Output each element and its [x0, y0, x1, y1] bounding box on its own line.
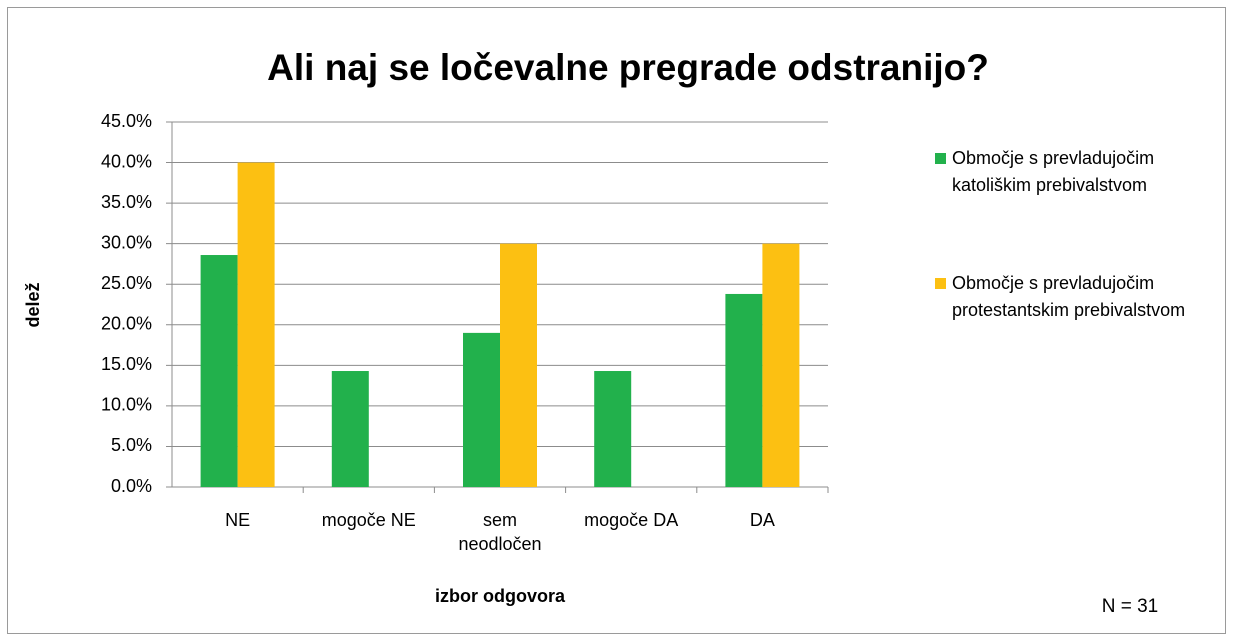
- bar: [725, 293, 763, 487]
- legend-label: Območje s prevladujočim katoliškim prebi…: [952, 148, 1155, 195]
- x-tick-label: sem neodločen: [458, 510, 542, 554]
- y-tick-label: 0.0%: [111, 476, 152, 496]
- x-tick-label: NE: [225, 510, 251, 530]
- bar: [500, 243, 537, 487]
- legend-item: Območje s prevladujočim katoliškim prebi…: [935, 145, 1227, 199]
- legend-label: Območje s prevladujočim protestantskim p…: [952, 273, 1186, 320]
- y-tick-label: 45.0%: [101, 111, 152, 131]
- legend-item: Območje s prevladujočim protestantskim p…: [935, 270, 1227, 324]
- y-tick-label: 10.0%: [101, 395, 152, 415]
- bar: [463, 332, 500, 487]
- y-tick-label: 20.0%: [101, 314, 152, 334]
- x-tick-label: DA: [749, 510, 775, 530]
- chart-title: Ali naj se ločevalne pregrade odstranijo…: [267, 47, 989, 88]
- legend-swatch: [935, 153, 946, 164]
- bar: [762, 243, 800, 487]
- y-tick-label: 35.0%: [101, 192, 152, 212]
- x-axis-title: izbor odgovora: [435, 586, 566, 606]
- bar: [594, 371, 632, 487]
- y-tick-label: 30.0%: [101, 232, 152, 252]
- annotation: N = 31: [1102, 596, 1159, 617]
- x-tick-label: mogoče NE: [321, 510, 416, 530]
- y-tick-label: 15.0%: [101, 354, 152, 374]
- y-tick-label: 40.0%: [101, 151, 152, 171]
- y-tick-label: 25.0%: [101, 273, 152, 293]
- bar: [237, 162, 275, 488]
- legend-swatch: [935, 278, 946, 289]
- bar: [200, 255, 238, 487]
- x-tick-label: mogoče DA: [584, 510, 679, 530]
- y-axis-title: delež: [23, 282, 43, 327]
- y-tick-label: 5.0%: [111, 435, 152, 455]
- bar: [331, 371, 369, 487]
